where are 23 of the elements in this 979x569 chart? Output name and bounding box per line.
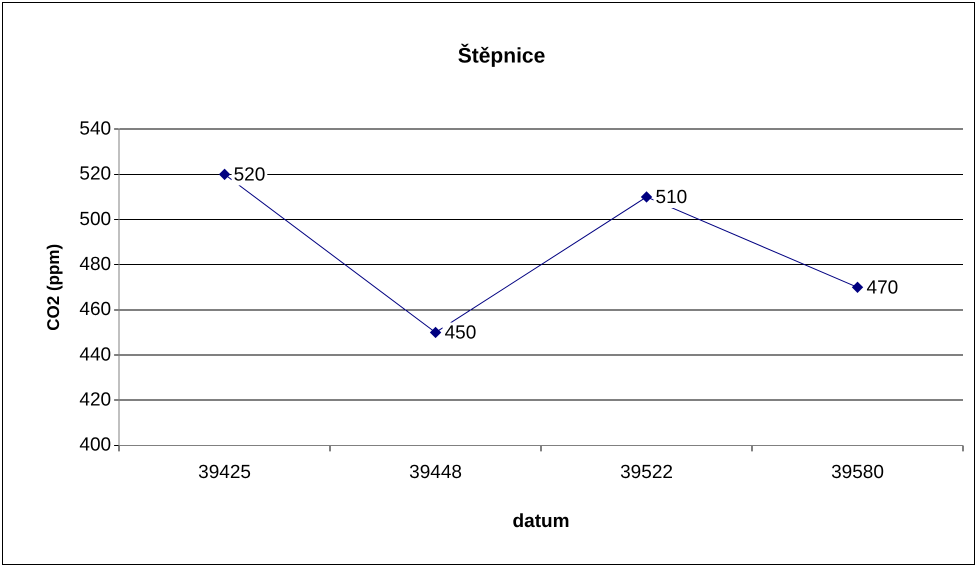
- y-tick-label: 420: [79, 389, 112, 410]
- data-label: 510: [656, 187, 688, 208]
- chart-title: Štěpnice: [458, 43, 546, 68]
- y-tick-label: 480: [79, 254, 112, 275]
- y-tick-label: 460: [79, 299, 112, 320]
- y-tick-label: 520: [79, 164, 112, 185]
- data-label: 450: [444, 322, 476, 344]
- point: [430, 326, 442, 338]
- point: [852, 282, 864, 293]
- data-label: 470: [866, 278, 898, 299]
- x-tick-label: 39580: [831, 462, 884, 484]
- y-tick-label: 400: [79, 434, 112, 456]
- data-label: 520: [234, 164, 266, 186]
- point: [219, 168, 230, 180]
- x-axis-title: datum: [512, 510, 570, 532]
- x-tick-label: 39425: [198, 462, 252, 484]
- y-tick-label: 540: [79, 118, 112, 140]
- x-tick-label: 39448: [409, 462, 462, 484]
- y-tick-label: 500: [79, 208, 112, 230]
- y-axis-title: CO2 (ppm): [44, 244, 63, 331]
- x-tick-label: 39522: [620, 462, 673, 484]
- point: [641, 191, 652, 202]
- y-tick-label: 440: [79, 344, 112, 366]
